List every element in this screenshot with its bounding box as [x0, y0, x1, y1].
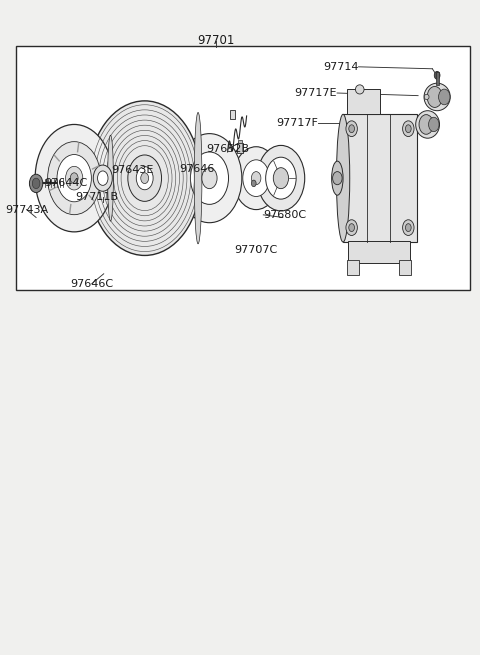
Circle shape: [191, 152, 228, 204]
Text: 97714: 97714: [323, 62, 359, 72]
Text: 97652B: 97652B: [206, 144, 249, 155]
Bar: [230, 110, 235, 119]
Circle shape: [257, 145, 305, 211]
Ellipse shape: [336, 114, 350, 242]
Ellipse shape: [194, 113, 202, 244]
Circle shape: [177, 134, 242, 223]
Circle shape: [252, 180, 256, 187]
Text: 97743A: 97743A: [5, 204, 48, 215]
Bar: [237, 143, 243, 153]
Text: 97646: 97646: [179, 164, 214, 174]
Circle shape: [427, 86, 443, 107]
Circle shape: [57, 155, 91, 202]
Text: 97644C: 97644C: [44, 178, 87, 189]
Bar: [347, 90, 380, 114]
Circle shape: [136, 166, 153, 190]
Circle shape: [70, 173, 78, 183]
Text: 97717E: 97717E: [295, 88, 337, 98]
Text: 97717F: 97717F: [276, 118, 318, 128]
Circle shape: [403, 121, 414, 137]
Circle shape: [141, 173, 149, 183]
Ellipse shape: [424, 94, 429, 100]
Circle shape: [265, 157, 296, 199]
Circle shape: [346, 220, 357, 236]
Circle shape: [406, 223, 411, 232]
Circle shape: [93, 165, 112, 191]
Circle shape: [128, 155, 162, 201]
Text: 97646C: 97646C: [70, 278, 113, 289]
Bar: [238, 140, 242, 143]
Circle shape: [349, 223, 355, 232]
Circle shape: [97, 171, 108, 185]
Circle shape: [406, 125, 411, 133]
Circle shape: [273, 168, 288, 189]
Circle shape: [88, 101, 201, 255]
Text: 97701: 97701: [197, 34, 234, 47]
Circle shape: [48, 141, 101, 215]
Circle shape: [429, 117, 439, 132]
Circle shape: [29, 174, 43, 193]
Text: 97643E: 97643E: [111, 165, 154, 176]
Bar: [436, 72, 439, 85]
Bar: [347, 261, 359, 275]
Circle shape: [349, 125, 355, 133]
Ellipse shape: [356, 84, 364, 94]
Circle shape: [202, 168, 217, 189]
Circle shape: [243, 160, 269, 196]
Circle shape: [32, 178, 40, 189]
Circle shape: [35, 124, 113, 232]
Bar: [16, 46, 470, 290]
Text: 97711B: 97711B: [75, 191, 118, 202]
Circle shape: [419, 115, 433, 134]
Ellipse shape: [416, 111, 440, 138]
Bar: [348, 241, 410, 263]
Ellipse shape: [332, 161, 343, 195]
Text: 97680C: 97680C: [264, 210, 306, 220]
Bar: [343, 115, 417, 242]
Circle shape: [252, 172, 261, 185]
Text: 97707C: 97707C: [235, 245, 278, 255]
Circle shape: [434, 71, 440, 79]
Circle shape: [333, 172, 342, 185]
Circle shape: [66, 166, 83, 190]
Bar: [399, 261, 411, 275]
Circle shape: [233, 147, 279, 210]
Ellipse shape: [424, 83, 450, 111]
Circle shape: [403, 220, 414, 236]
Circle shape: [439, 89, 450, 105]
Circle shape: [346, 121, 357, 137]
Ellipse shape: [108, 135, 113, 221]
